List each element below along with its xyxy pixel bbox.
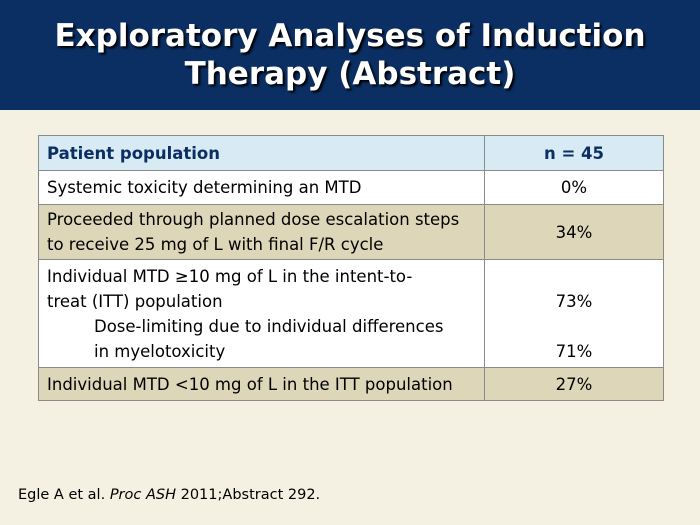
sub-label-line: Dose-limiting due to individual differen… xyxy=(94,316,444,336)
row-label-line: Individual MTD ≥10 mg of L in the intent… xyxy=(47,266,413,286)
row-value: 73% 71% xyxy=(484,259,664,368)
row-label-line: to receive 25 mg of L with final F/R cyc… xyxy=(47,235,384,254)
row-label: Proceeded through planned dose escalatio… xyxy=(38,204,485,260)
title-bar: Exploratory Analyses of Induction Therap… xyxy=(0,0,700,110)
row-value: 27% xyxy=(484,367,664,401)
row-value: 0% xyxy=(484,170,664,205)
header-label: Patient population xyxy=(38,135,485,171)
citation-footnote: Egle A et al. Proc ASH 2011;Abstract 292… xyxy=(18,487,320,503)
table-row: Systemic toxicity determining an MTD 0% xyxy=(38,170,664,205)
results-table: Patient population n = 45 Systemic toxic… xyxy=(38,135,664,401)
row-label-line: Proceeded through planned dose escalatio… xyxy=(47,210,460,229)
citation-details: 2011;Abstract 292. xyxy=(176,487,321,503)
row-value: 34% xyxy=(484,204,664,260)
citation-authors: Egle A et al. xyxy=(18,487,110,503)
table-header-row: Patient population n = 45 xyxy=(38,135,664,171)
table-row: Individual MTD <10 mg of L in the ITT po… xyxy=(38,367,664,401)
row-value-main: 73% xyxy=(555,291,593,311)
row-label: Systemic toxicity determining an MTD xyxy=(38,170,485,205)
table-row: Proceeded through planned dose escalatio… xyxy=(38,204,664,260)
citation-journal: Proc ASH xyxy=(109,487,176,503)
header-value: n = 45 xyxy=(484,135,664,171)
slide-title-line-1: Exploratory Analyses of Induction xyxy=(54,18,646,54)
row-label: Individual MTD ≥10 mg of L in the intent… xyxy=(38,259,485,368)
table-row: Individual MTD ≥10 mg of L in the intent… xyxy=(38,259,664,368)
slide-title-line-2: Therapy (Abstract) xyxy=(184,56,516,92)
row-value-sub: 71% xyxy=(555,341,593,361)
row-label: Individual MTD <10 mg of L in the ITT po… xyxy=(38,367,485,401)
sub-label-line: in myelotoxicity xyxy=(94,341,226,361)
row-label-line: treat (ITT) population xyxy=(47,291,223,311)
